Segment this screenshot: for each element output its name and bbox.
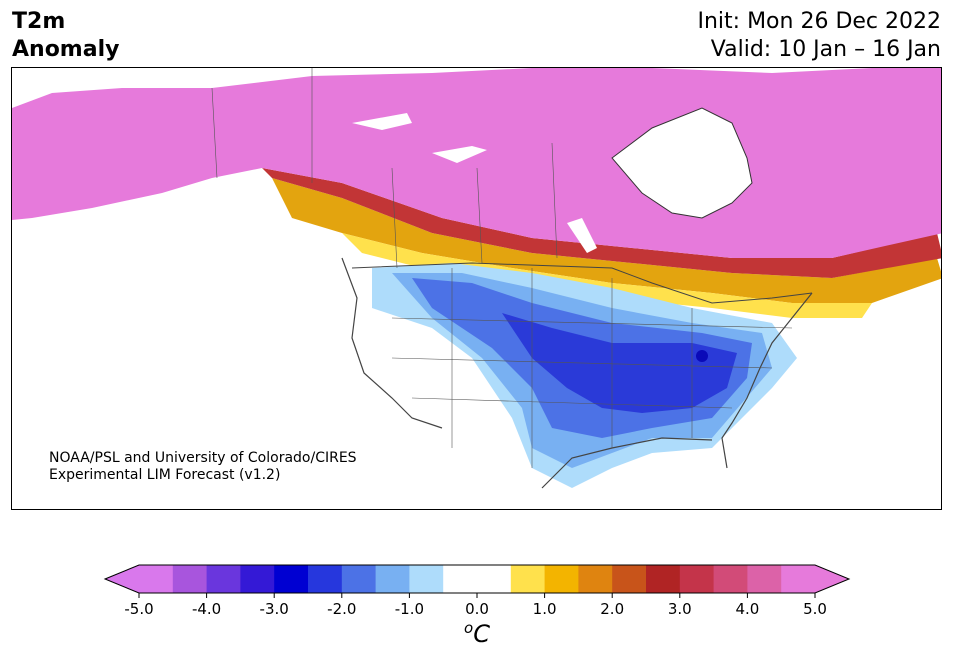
colorbar-unit: oC xyxy=(464,619,490,648)
warm-band-yellow xyxy=(342,233,872,318)
anomaly-map xyxy=(11,67,942,510)
east-coast xyxy=(721,292,813,469)
colorbar-tick-label: 0.0 xyxy=(465,600,489,618)
colorbar-segment xyxy=(206,565,241,593)
unit-letter: C xyxy=(473,620,490,648)
colorbar-segment xyxy=(341,565,377,593)
colorbar-segment xyxy=(679,565,715,593)
colorbar-segment xyxy=(713,565,748,593)
colorbar-segment xyxy=(375,565,410,593)
us-canada-border xyxy=(351,262,813,304)
credit-text: NOAA/PSL and University of Colorado/CIRE… xyxy=(49,450,357,484)
cold-anomaly-max xyxy=(696,350,708,362)
colorbar-tick-label: -4.0 xyxy=(191,600,222,618)
init-date: Init: Mon 26 Dec 2022 xyxy=(697,9,942,34)
west-coast xyxy=(341,257,443,429)
valid-date: Valid: 10 Jan – 16 Jan xyxy=(710,37,941,62)
title-line-1: T2m xyxy=(12,9,66,34)
colorbar-segment xyxy=(747,565,782,593)
colorbar-tick-label: -3.0 xyxy=(259,600,289,618)
colorbar-segment xyxy=(240,565,275,593)
credit-line-2: Experimental LIM Forecast (v1.2) xyxy=(49,467,281,483)
colorbar-tick-label: 4.0 xyxy=(735,600,760,618)
colorbar-segment xyxy=(646,565,681,593)
colorbar-segment xyxy=(510,565,546,593)
colorbar-segment xyxy=(781,565,816,593)
colorbar-segment xyxy=(139,565,174,593)
great-bear-lake xyxy=(352,113,412,130)
great-slave-lake xyxy=(432,146,487,163)
colorbar-tick-label: -2.0 xyxy=(327,600,357,618)
credit-line-1: NOAA/PSL and University of Colorado/CIRE… xyxy=(49,450,357,466)
colorbar-segment xyxy=(544,565,579,593)
colorbar-min-arrow xyxy=(105,565,139,593)
colorbar-tick-label: 3.0 xyxy=(667,600,692,618)
colorbar-segment xyxy=(274,565,309,593)
colorbar-max-arrow xyxy=(815,565,849,593)
cold-anomaly-core xyxy=(502,313,737,413)
forecast-dates: Init: Mon 26 Dec 2022 Valid: 10 Jan – 16… xyxy=(698,8,942,64)
map-title: T2m Anomaly xyxy=(12,8,119,64)
warm-band-orange xyxy=(272,178,941,303)
state-lines xyxy=(391,268,793,468)
title-line-2: Anomaly xyxy=(12,37,120,62)
colorbar-segment xyxy=(612,565,647,593)
province-lines xyxy=(211,68,558,269)
unit-degree: o xyxy=(464,619,474,637)
colorbar-tick-label: -1.0 xyxy=(394,600,425,618)
colorbar-segment xyxy=(477,565,512,593)
colorbar-tick-label: 1.0 xyxy=(532,600,557,618)
colorbar-tick-label: -5.0 xyxy=(124,600,154,618)
map-canvas xyxy=(12,68,941,489)
hudson-bay xyxy=(611,107,753,219)
colorbar-tick-label: 5.0 xyxy=(803,600,827,618)
colorbar-segment xyxy=(443,565,478,593)
colorbar-tick-label: 2.0 xyxy=(600,600,625,618)
colorbar-segment xyxy=(409,565,444,593)
warm-band-red xyxy=(262,168,941,278)
colorbar-segment xyxy=(172,565,208,593)
lake-winnipeg xyxy=(567,218,597,253)
colorbar-segment xyxy=(578,565,613,593)
colorbar-segment xyxy=(308,565,343,593)
